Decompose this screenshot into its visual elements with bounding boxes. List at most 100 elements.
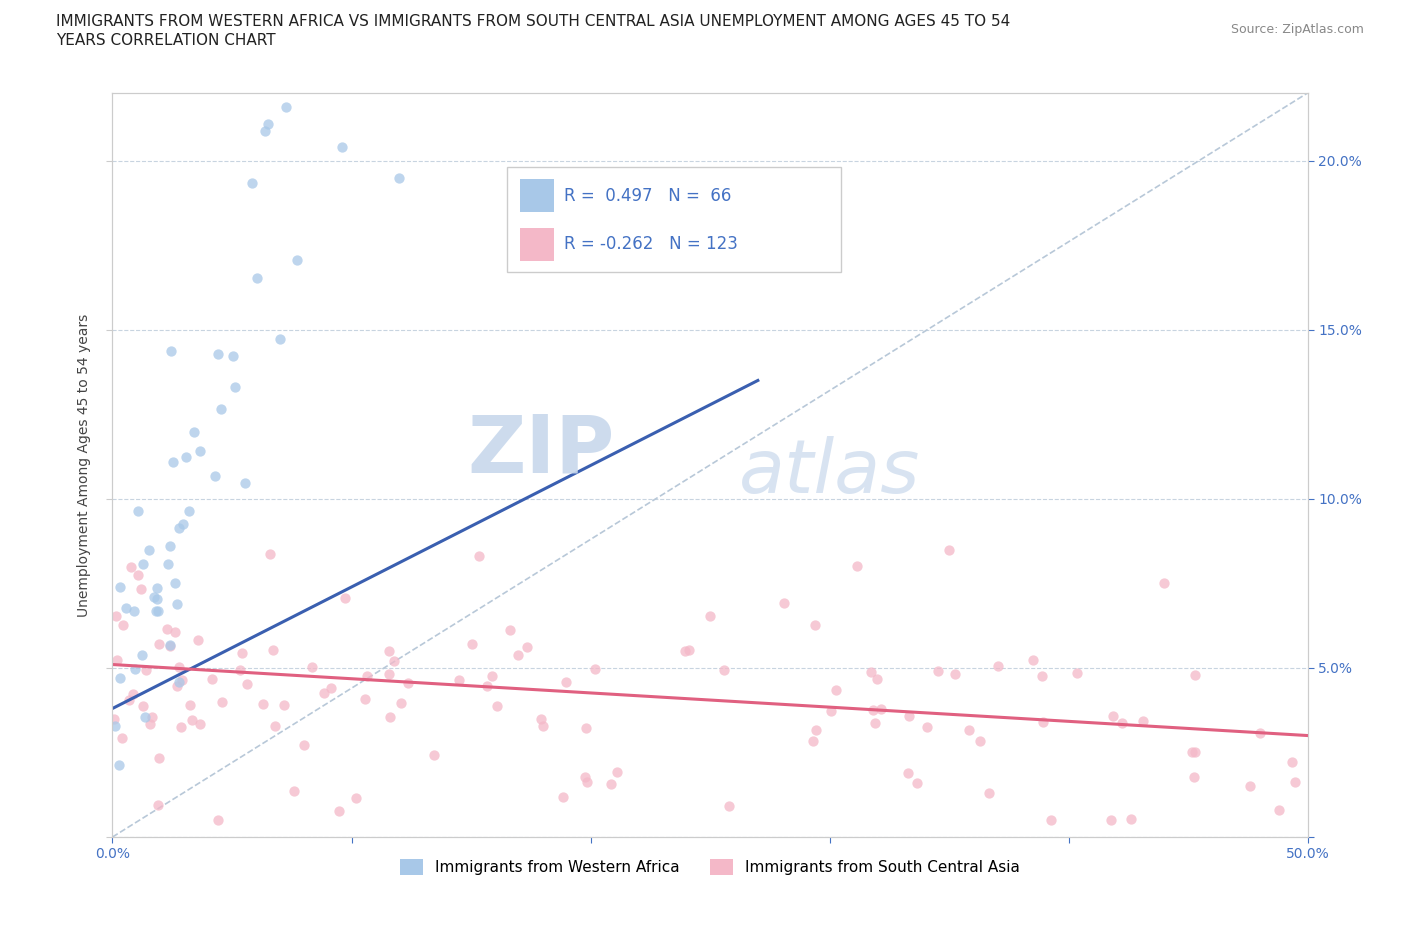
- Point: [927, 663, 949, 678]
- Point: [252, 697, 274, 711]
- Point: [773, 595, 796, 610]
- Point: [262, 643, 284, 658]
- Text: ZIP: ZIP: [467, 411, 614, 489]
- Point: [162, 455, 184, 470]
- Point: [977, 786, 1000, 801]
- Point: [389, 696, 412, 711]
- Point: [804, 723, 827, 737]
- Point: [209, 402, 232, 417]
- Point: [207, 347, 229, 362]
- Point: [233, 476, 256, 491]
- Point: [103, 712, 125, 727]
- Point: [969, 733, 991, 748]
- Point: [319, 680, 342, 695]
- Point: [135, 662, 157, 677]
- Point: [377, 644, 399, 658]
- Point: [1119, 812, 1142, 827]
- Point: [254, 124, 277, 139]
- Point: [156, 621, 179, 636]
- Point: [139, 717, 162, 732]
- Point: [870, 702, 893, 717]
- Point: [678, 643, 700, 658]
- Point: [159, 638, 181, 653]
- Point: [301, 659, 323, 674]
- Point: [131, 647, 153, 662]
- Point: [108, 671, 131, 686]
- Point: [170, 672, 193, 687]
- Point: [576, 775, 599, 790]
- Point: [412, 69, 434, 84]
- Point: [1281, 754, 1303, 769]
- Point: [1101, 709, 1123, 724]
- Point: [531, 719, 554, 734]
- Point: [160, 344, 183, 359]
- Point: [120, 560, 142, 575]
- Point: [146, 591, 169, 606]
- Point: [898, 708, 921, 723]
- Point: [865, 716, 887, 731]
- Point: [201, 671, 224, 686]
- Point: [276, 100, 298, 114]
- Point: [374, 52, 396, 67]
- Point: [1032, 715, 1054, 730]
- Point: [1184, 668, 1206, 683]
- Point: [475, 678, 498, 693]
- Point: [224, 379, 246, 394]
- Point: [862, 703, 884, 718]
- Point: [204, 468, 226, 483]
- Point: [713, 663, 735, 678]
- Point: [259, 547, 281, 562]
- Point: [124, 604, 146, 618]
- Point: [190, 717, 212, 732]
- Point: [1268, 803, 1291, 817]
- Point: [905, 776, 928, 790]
- Point: [110, 730, 132, 745]
- Point: [165, 625, 187, 640]
- Point: [1066, 666, 1088, 681]
- Point: [1184, 745, 1206, 760]
- Point: [108, 580, 131, 595]
- Point: [167, 521, 190, 536]
- Point: [468, 549, 491, 564]
- Point: [599, 777, 621, 791]
- Point: [177, 504, 200, 519]
- Legend: Immigrants from Western Africa, Immigrants from South Central Asia: Immigrants from Western Africa, Immigran…: [394, 853, 1026, 882]
- Point: [127, 503, 149, 518]
- Point: [718, 799, 741, 814]
- Point: [1153, 576, 1175, 591]
- Point: [575, 721, 598, 736]
- Point: [105, 652, 128, 667]
- Point: [221, 348, 243, 363]
- Point: [866, 671, 889, 686]
- Point: [146, 798, 169, 813]
- Point: [166, 679, 188, 694]
- Point: [340, 9, 363, 24]
- Point: [183, 425, 205, 440]
- Point: [115, 600, 138, 615]
- Point: [211, 695, 233, 710]
- Point: [1022, 652, 1045, 667]
- Point: [801, 734, 824, 749]
- Point: [167, 675, 190, 690]
- Point: [172, 517, 194, 532]
- Point: [583, 661, 606, 676]
- Point: [269, 332, 291, 347]
- Point: [555, 674, 578, 689]
- Point: [122, 686, 145, 701]
- Point: [246, 270, 269, 285]
- Point: [143, 590, 166, 604]
- Point: [356, 669, 378, 684]
- Point: [1182, 769, 1205, 784]
- Point: [346, 790, 368, 805]
- Point: [148, 604, 170, 618]
- Point: [145, 580, 167, 595]
- Point: [138, 542, 160, 557]
- Point: [516, 640, 538, 655]
- Point: [1099, 813, 1122, 828]
- Point: [242, 176, 264, 191]
- Text: YEARS CORRELATION CHART: YEARS CORRELATION CHART: [56, 33, 276, 47]
- Point: [333, 591, 356, 605]
- Point: [292, 737, 315, 752]
- Point: [145, 604, 167, 618]
- Point: [169, 720, 191, 735]
